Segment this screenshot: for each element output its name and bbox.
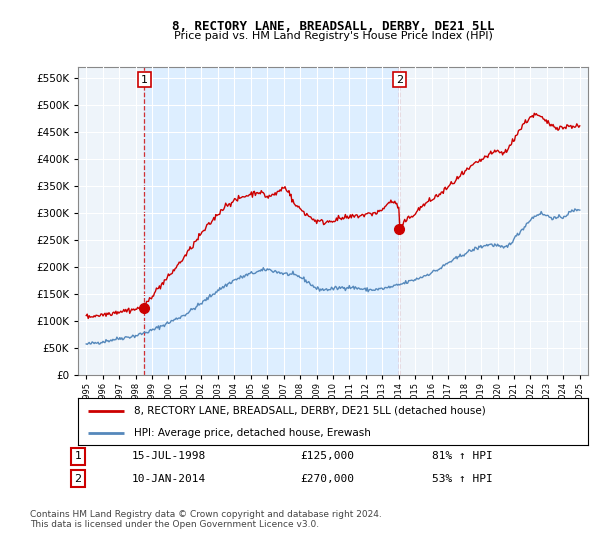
Text: £125,000: £125,000: [300, 451, 354, 461]
Text: 53% ↑ HPI: 53% ↑ HPI: [432, 474, 493, 484]
Text: 1: 1: [74, 451, 82, 461]
Text: 8, RECTORY LANE, BREADSALL, DERBY, DE21 5LL (detached house): 8, RECTORY LANE, BREADSALL, DERBY, DE21 …: [134, 406, 486, 416]
Text: HPI: Average price, detached house, Erewash: HPI: Average price, detached house, Erew…: [134, 428, 371, 438]
Text: 10-JAN-2014: 10-JAN-2014: [132, 474, 206, 484]
Text: 15-JUL-1998: 15-JUL-1998: [132, 451, 206, 461]
Bar: [145, 67, 399, 375]
Text: 2: 2: [74, 474, 82, 484]
Text: 2: 2: [396, 74, 403, 85]
Text: 81% ↑ HPI: 81% ↑ HPI: [432, 451, 493, 461]
Text: £270,000: £270,000: [300, 474, 354, 484]
Text: Price paid vs. HM Land Registry's House Price Index (HPI): Price paid vs. HM Land Registry's House …: [173, 31, 493, 41]
Text: 8, RECTORY LANE, BREADSALL, DERBY, DE21 5LL: 8, RECTORY LANE, BREADSALL, DERBY, DE21 …: [172, 20, 494, 32]
Text: 1: 1: [141, 74, 148, 85]
Text: Contains HM Land Registry data © Crown copyright and database right 2024.
This d: Contains HM Land Registry data © Crown c…: [30, 510, 382, 529]
